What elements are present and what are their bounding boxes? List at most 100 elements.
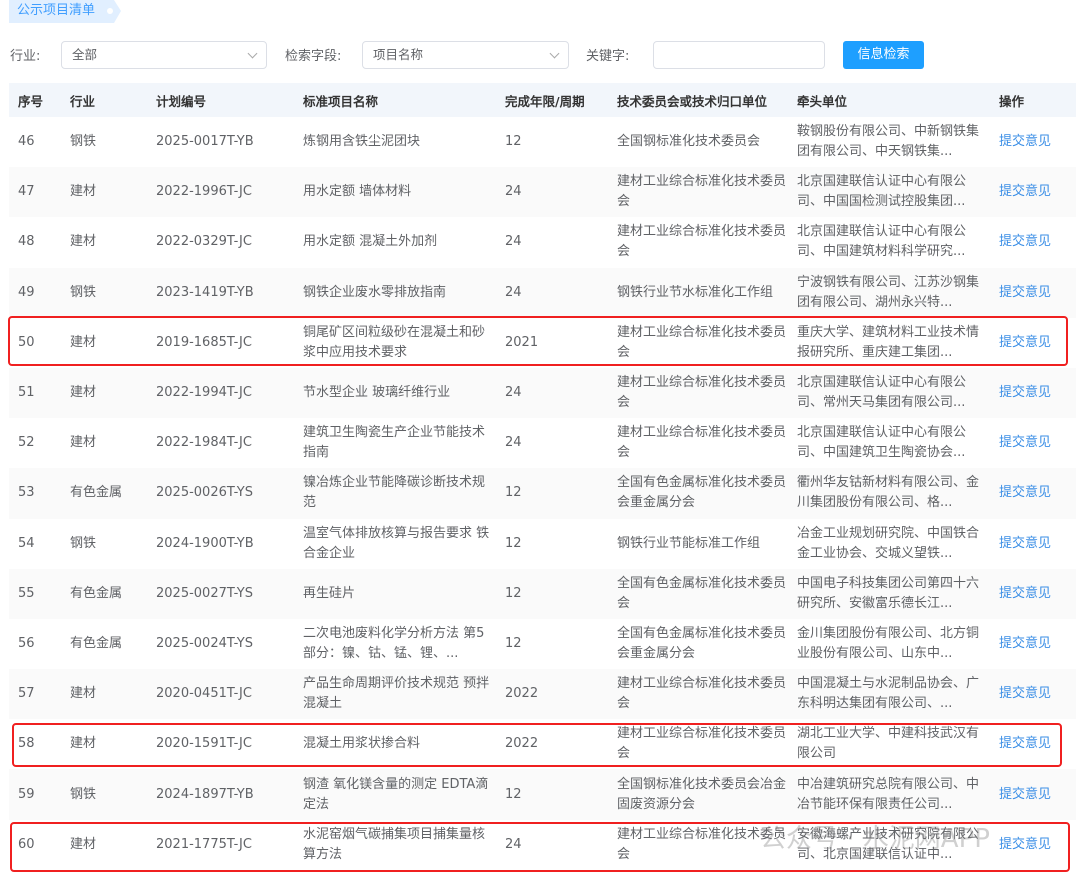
submit-comment-link[interactable]: 提交意见 — [990, 217, 1076, 267]
submit-comment-link[interactable]: 提交意见 — [990, 669, 1076, 720]
cell-period: 24 — [496, 820, 608, 870]
table-row: 51 建材 2022-1994T-JC 节水型企业 玻璃纤维行业 24 建材工业综合标准化… — [9, 367, 1076, 419]
cell-no: 52 — [9, 418, 61, 468]
cell-name-text: 镍冶炼企业节能降碳诊断技术规范 — [303, 475, 486, 511]
submit-comment-link-text[interactable]: 提交意见 — [999, 635, 1052, 651]
submit-comment-link[interactable]: 提交意见 — [990, 267, 1076, 318]
submit-comment-link-text[interactable]: 提交意见 — [999, 284, 1052, 300]
cell-period-text: 2022 — [505, 686, 539, 702]
cell-plan: 2020-1591T-JC — [147, 719, 294, 769]
cell-committee: 建材工业综合标准化技术委员会 — [608, 167, 788, 218]
cell-name-text: 再生硅片 — [303, 585, 356, 601]
submit-comment-link-text[interactable]: 提交意见 — [999, 184, 1052, 200]
cell-name: 混凝土用浆状掺合料 — [294, 719, 496, 769]
cell-name: 钢渣 氧化镁含量的测定 EDTA滴定法 — [294, 769, 496, 820]
cell-committee: 建材工业综合标准化技术委员会 — [608, 367, 788, 419]
cell-lead-text: 北京国建联信认证中心有限公司、中国国检测试控股集团... — [797, 174, 967, 210]
cell-industry: 钢铁 — [61, 769, 147, 820]
cell-lead: 衢州华友钴新材料有限公司、金川集团股份有限公司、格... — [788, 468, 990, 519]
submit-comment-link[interactable]: 提交意见 — [990, 719, 1076, 769]
cell-industry: 有色金属 — [61, 468, 147, 519]
cell-plan-text: 2025-0024T-YS — [156, 635, 253, 651]
table-row: 60 建材 2021-1775T-JC 水泥窑烟气碳捕集项目捕集量核算方法 24 建材工业… — [9, 820, 1076, 870]
table-row: 58 建材 2020-1591T-JC 混凝土用浆状掺合料 2022 建材工业综合标准化技… — [9, 719, 1076, 769]
cell-lead: 湖北工业大学、中建科技武汉有限公司 — [788, 719, 990, 769]
cell-plan-text: 2021-1775T-JC — [156, 836, 252, 852]
submit-comment-link-text[interactable]: 提交意见 — [999, 334, 1052, 350]
submit-comment-link-text[interactable]: 提交意见 — [999, 134, 1052, 150]
cell-committee-text: 全国有色金属标准化技术委员会 — [617, 575, 787, 611]
cell-name: 产品生命周期评价技术规范 预拌混凝土 — [294, 669, 496, 720]
industry-select-value: 全部 — [72, 47, 98, 62]
table-row: 46 钢铁 2025-0017T-YB 炼钢用含铁尘泥团块 12 全国钢标准化技术委员会 鞍… — [9, 117, 1076, 167]
cell-name-text: 产品生命周期评价技术规范 预拌混凝土 — [303, 676, 490, 712]
cell-period: 12 — [496, 568, 608, 619]
submit-comment-link-text[interactable]: 提交意见 — [999, 786, 1052, 802]
cell-no-text: 59 — [18, 786, 35, 802]
submit-comment-link[interactable]: 提交意见 — [990, 367, 1076, 419]
submit-comment-link-text[interactable]: 提交意见 — [999, 686, 1052, 702]
submit-comment-link[interactable]: 提交意见 — [990, 519, 1076, 569]
cell-no-text: 51 — [18, 385, 35, 401]
cell-committee-text: 钢铁行业节水标准化工作组 — [617, 284, 774, 300]
submit-comment-link-text[interactable]: 提交意见 — [999, 435, 1052, 451]
cell-lead-text: 宁波钢铁有限公司、江苏沙钢集团有限公司、湖州永兴特... — [797, 274, 980, 310]
cell-plan-text: 2022-1996T-JC — [156, 184, 252, 200]
submit-comment-link[interactable]: 提交意见 — [990, 418, 1076, 468]
cell-lead-text: 北京国建联信认证中心有限公司、常州天马集团有限公司... — [797, 375, 967, 411]
cell-name-text: 钢铁企业废水零排放指南 — [303, 284, 447, 300]
submit-comment-link[interactable]: 提交意见 — [990, 769, 1076, 820]
submit-comment-link[interactable]: 提交意见 — [990, 117, 1076, 167]
cell-lead-text: 冶金工业规划研究院、中国铁合金工业协会、交城义望铁... — [797, 525, 980, 561]
cell-no: 59 — [9, 769, 61, 820]
submit-comment-link-text[interactable]: 提交意见 — [999, 585, 1052, 601]
table-row: 49 钢铁 2023-1419T-YB 钢铁企业废水零排放指南 24 钢铁行业节水标准化工… — [9, 267, 1076, 318]
cell-plan-text: 2025-0027T-YS — [156, 585, 253, 601]
cell-plan: 2024-1900T-YB — [147, 519, 294, 569]
cell-no: 54 — [9, 519, 61, 569]
header-period: 完成年限/周期 — [496, 83, 608, 117]
cell-period: 24 — [496, 367, 608, 419]
submit-comment-link[interactable]: 提交意见 — [990, 568, 1076, 619]
submit-comment-link[interactable]: 提交意见 — [990, 318, 1076, 368]
submit-comment-link-text[interactable]: 提交意见 — [999, 535, 1052, 551]
cell-industry: 建材 — [61, 367, 147, 419]
cell-period-text: 24 — [505, 184, 522, 200]
cell-committee-text: 全国钢标准化技术委员会 — [617, 134, 761, 150]
cell-no: 57 — [9, 669, 61, 720]
submit-comment-link-text[interactable]: 提交意见 — [999, 234, 1052, 250]
submit-comment-link-text[interactable]: 提交意见 — [999, 836, 1052, 852]
cell-no: 47 — [9, 167, 61, 218]
cell-plan: 2024-1897T-YB — [147, 769, 294, 820]
industry-select[interactable]: 全部 — [61, 41, 267, 69]
tag-dot-icon — [107, 8, 113, 14]
cell-lead: 鞍钢股份有限公司、中新钢铁集团有限公司、中天钢铁集... — [788, 117, 990, 167]
cell-plan-text: 2020-1591T-JC — [156, 736, 252, 752]
cell-plan: 2022-1984T-JC — [147, 418, 294, 468]
submit-comment-link[interactable]: 提交意见 — [990, 619, 1076, 669]
cell-lead-text: 中国电子科技集团公司第四十六研究所、安徽富乐德长江... — [797, 575, 980, 611]
cell-industry: 建材 — [61, 418, 147, 468]
search-button[interactable]: 信息检索 — [843, 41, 924, 69]
cell-plan: 2019-1685T-JC — [147, 318, 294, 368]
cell-no-text: 50 — [18, 334, 35, 350]
submit-comment-link-text[interactable]: 提交意见 — [999, 736, 1052, 752]
cell-period-text: 12 — [505, 635, 522, 651]
submit-comment-link-text[interactable]: 提交意见 — [999, 385, 1052, 401]
cell-no-text: 46 — [18, 134, 35, 150]
header-industry: 行业 — [61, 83, 147, 117]
table-row: 55 有色金属 2025-0027T-YS 再生硅片 12 全国有色金属标准化技术委员会中… — [9, 568, 1076, 619]
submit-comment-link[interactable]: 提交意见 — [990, 468, 1076, 519]
keyword-input[interactable] — [653, 41, 825, 69]
field-select[interactable]: 项目名称 — [362, 41, 569, 69]
cell-lead: 北京国建联信认证中心有限公司、中国国检测试控股集团... — [788, 167, 990, 218]
cell-lead-text: 鞍钢股份有限公司、中新钢铁集团有限公司、中天钢铁集... — [797, 124, 980, 160]
cell-period: 2022 — [496, 719, 608, 769]
cell-period: 24 — [496, 217, 608, 267]
submit-comment-link[interactable]: 提交意见 — [990, 820, 1076, 870]
cell-committee-text: 建材工业综合标准化技术委员会 — [617, 826, 787, 862]
submit-comment-link-text[interactable]: 提交意见 — [999, 485, 1052, 501]
submit-comment-link[interactable]: 提交意见 — [990, 167, 1076, 218]
cell-industry-text: 建材 — [70, 184, 97, 200]
cell-industry: 钢铁 — [61, 519, 147, 569]
